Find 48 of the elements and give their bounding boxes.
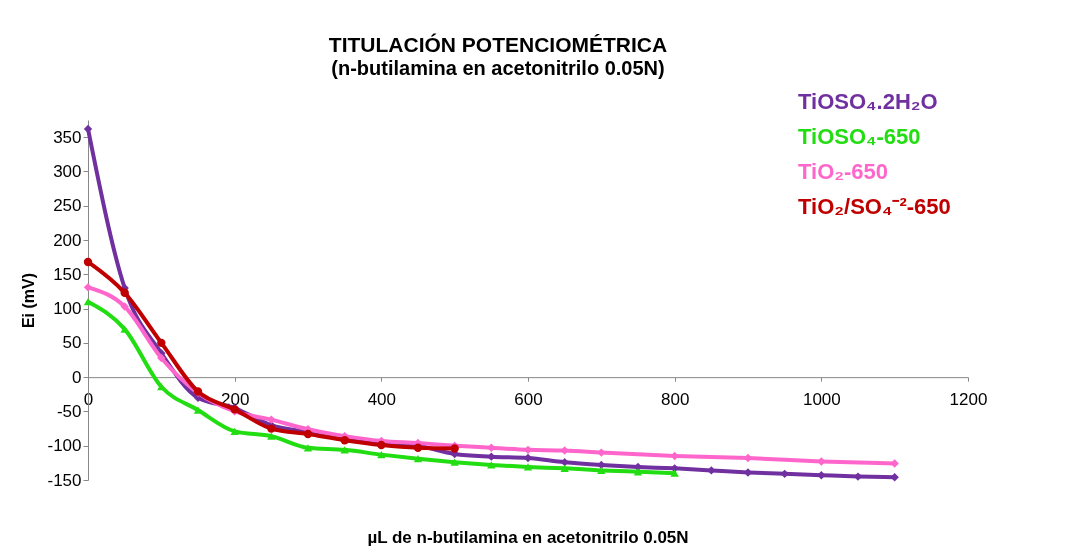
x-tick-label: 800 [660,389,690,409]
text: TiO₂-650 [798,159,889,184]
y-tick-label: 300 [53,161,82,181]
point [340,446,349,454]
x-tick-label: 1000 [802,389,841,409]
point [120,288,129,297]
y-tick-label: 150 [53,264,82,284]
point [303,444,313,452]
point [120,325,129,333]
point [487,461,496,469]
point [413,455,423,463]
point [597,466,606,475]
point [83,298,93,306]
point [230,427,239,435]
point [83,283,93,292]
point [157,353,166,363]
point [120,302,129,311]
point [523,463,533,471]
x-tick-label: 400 [367,389,397,409]
point [560,464,569,472]
y-tick-label: 0 [72,367,82,387]
point [377,451,386,459]
text: TiOSO₄-650 [798,124,921,149]
text: TiO₂/SO₄⁻²-650 [798,194,951,219]
y-tick-label: -150 [47,470,82,490]
x-axis-title: µL de n-butilamina en acetonitrilo 0.05N [367,528,689,547]
y-tick-label: 350 [53,127,82,147]
point [670,469,679,477]
x-tick-label: 600 [514,389,543,409]
chart-title: TITULACIÓN POTENCIOMÉTRICA [328,33,668,56]
y-tick-label: 200 [53,230,82,250]
y-tick-label: 100 [53,299,82,319]
point [633,468,643,476]
point [450,458,459,466]
y-tick-label: 250 [53,196,82,216]
point [560,457,569,467]
point [267,432,276,440]
point [157,338,166,348]
y-axis-title: Ei (mV) [20,272,38,329]
y-tick-label: -100 [47,436,82,456]
x-tick-label: 1200 [949,389,988,409]
point [83,257,93,267]
y-tick-label: 50 [62,333,82,353]
point [267,424,276,433]
chart-subtitle: (n-butilamina en acetonitrilo 0.05N) [331,57,665,79]
y-tick-label: -50 [56,401,82,421]
text: TiOSO₄.2H₂O [798,89,938,114]
point [267,415,276,424]
